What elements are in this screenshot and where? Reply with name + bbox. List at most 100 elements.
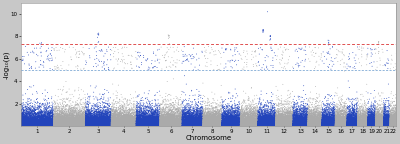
Point bbox=[181, 115, 188, 117]
Point bbox=[68, 123, 74, 125]
Point bbox=[43, 124, 49, 126]
Point bbox=[92, 121, 99, 123]
Point bbox=[355, 125, 362, 127]
Point bbox=[37, 121, 44, 124]
Point bbox=[282, 119, 289, 121]
Point bbox=[208, 115, 214, 118]
Point bbox=[152, 115, 158, 117]
Point bbox=[306, 123, 312, 125]
Point bbox=[111, 124, 118, 126]
Point bbox=[117, 123, 123, 125]
Point bbox=[108, 118, 114, 120]
Point bbox=[263, 125, 269, 127]
Point bbox=[218, 118, 224, 120]
Point bbox=[157, 122, 163, 125]
Point bbox=[282, 121, 288, 124]
Point bbox=[364, 125, 371, 127]
Point bbox=[286, 119, 293, 122]
Point bbox=[262, 124, 268, 127]
Point bbox=[70, 101, 76, 104]
Point bbox=[122, 116, 129, 118]
Point bbox=[287, 120, 294, 123]
Point bbox=[149, 114, 156, 117]
Point bbox=[281, 122, 287, 125]
Point bbox=[358, 122, 364, 124]
Point bbox=[392, 115, 399, 117]
Point bbox=[60, 120, 66, 123]
Point bbox=[251, 123, 258, 125]
Point bbox=[104, 125, 110, 127]
Point bbox=[54, 124, 60, 126]
Point bbox=[64, 122, 70, 124]
Point bbox=[76, 112, 82, 114]
Point bbox=[242, 123, 248, 125]
Point bbox=[71, 124, 77, 126]
Point bbox=[280, 116, 286, 119]
Point bbox=[114, 116, 120, 119]
Point bbox=[40, 123, 46, 126]
Point bbox=[238, 124, 244, 126]
Point bbox=[255, 124, 262, 127]
Point bbox=[24, 125, 30, 127]
Point bbox=[336, 124, 343, 127]
Point bbox=[368, 110, 374, 112]
Point bbox=[191, 124, 198, 127]
Point bbox=[348, 124, 354, 126]
Point bbox=[331, 110, 337, 112]
Point bbox=[28, 122, 34, 125]
Point bbox=[140, 117, 146, 120]
Point bbox=[67, 125, 74, 127]
Point bbox=[281, 124, 287, 127]
Point bbox=[270, 119, 276, 122]
Point bbox=[293, 121, 300, 123]
Point bbox=[337, 122, 344, 124]
Point bbox=[38, 124, 44, 127]
Point bbox=[47, 122, 54, 124]
Point bbox=[103, 122, 109, 124]
Point bbox=[100, 118, 106, 121]
Point bbox=[291, 123, 298, 125]
Point bbox=[42, 118, 49, 121]
Point bbox=[354, 105, 360, 107]
Point bbox=[354, 122, 360, 124]
Point bbox=[326, 111, 333, 114]
Point bbox=[44, 120, 50, 123]
Point bbox=[101, 123, 107, 125]
Point bbox=[188, 124, 194, 126]
Point bbox=[155, 123, 162, 125]
Point bbox=[97, 125, 103, 127]
Point bbox=[170, 122, 177, 124]
Point bbox=[324, 122, 331, 124]
Point bbox=[264, 125, 271, 127]
Point bbox=[265, 123, 272, 125]
Point bbox=[184, 121, 190, 123]
Point bbox=[195, 122, 202, 124]
Point bbox=[214, 120, 221, 123]
Point bbox=[46, 124, 52, 127]
Point bbox=[108, 121, 115, 124]
Point bbox=[174, 115, 180, 118]
Point bbox=[141, 123, 148, 125]
Point bbox=[250, 107, 257, 109]
Point bbox=[364, 117, 370, 120]
Point bbox=[331, 119, 337, 121]
Point bbox=[300, 121, 306, 124]
Point bbox=[65, 123, 72, 125]
Point bbox=[151, 122, 157, 124]
Point bbox=[70, 125, 76, 127]
Point bbox=[120, 115, 126, 117]
Point bbox=[310, 123, 317, 125]
Point bbox=[332, 124, 339, 126]
Point bbox=[252, 124, 259, 126]
Point bbox=[344, 122, 351, 124]
Point bbox=[70, 117, 76, 119]
Point bbox=[341, 122, 348, 125]
Point bbox=[174, 122, 181, 124]
Point bbox=[390, 117, 397, 120]
Point bbox=[155, 114, 161, 116]
Point bbox=[340, 121, 347, 123]
Point bbox=[318, 123, 325, 125]
Point bbox=[198, 118, 204, 121]
Point bbox=[148, 117, 155, 119]
Point bbox=[343, 121, 349, 124]
